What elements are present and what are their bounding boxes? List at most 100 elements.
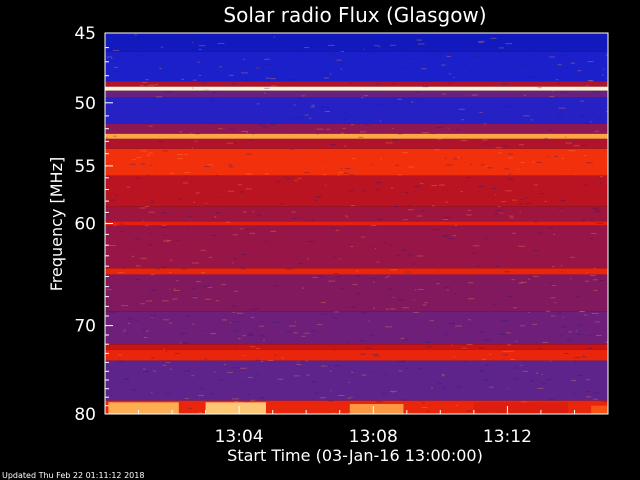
texture-speck [478, 40, 485, 42]
texture-speck [560, 200, 566, 201]
texture-speck [241, 268, 246, 270]
texture-speck [591, 207, 598, 209]
texture-speck [570, 256, 575, 258]
texture-speck [458, 108, 465, 110]
texture-speck [137, 37, 143, 39]
texture-speck [508, 173, 511, 175]
texture-speck [198, 45, 206, 47]
texture-speck [573, 393, 576, 395]
texture-speck [552, 90, 554, 92]
texture-speck [301, 287, 305, 289]
texture-speck [447, 127, 449, 129]
texture-speck [163, 348, 165, 350]
texture-speck [400, 191, 402, 193]
texture-speck [507, 388, 509, 390]
texture-speck [407, 209, 414, 211]
texture-speck [520, 364, 523, 366]
texture-speck [402, 360, 406, 362]
texture-speck [297, 50, 305, 52]
frequency-band [105, 175, 608, 207]
texture-speck [437, 383, 443, 385]
texture-speck [151, 315, 157, 317]
texture-speck [246, 153, 252, 155]
texture-speck [414, 186, 421, 188]
texture-speck [263, 340, 265, 342]
texture-speck [244, 80, 251, 82]
texture-speck [562, 316, 565, 318]
texture-speck [296, 363, 302, 365]
texture-speck [187, 407, 192, 409]
texture-speck [148, 152, 153, 154]
texture-speck [264, 64, 271, 66]
texture-speck [574, 361, 577, 363]
texture-speck [554, 155, 558, 157]
texture-speck [422, 86, 429, 88]
texture-speck [398, 133, 403, 135]
texture-speck [374, 248, 377, 250]
texture-speck [402, 152, 409, 154]
texture-speck [260, 361, 264, 362]
texture-speck [474, 43, 478, 44]
texture-speck [299, 263, 303, 265]
texture-speck [406, 271, 411, 273]
texture-speck [147, 228, 150, 230]
texture-speck [356, 293, 361, 295]
texture-speck [277, 378, 284, 380]
texture-speck [250, 316, 255, 318]
x-tick-label: 13:04 [215, 427, 264, 447]
texture-speck [455, 325, 462, 327]
texture-speck [352, 283, 358, 285]
texture-speck [575, 330, 578, 332]
texture-speck [470, 163, 472, 165]
texture-speck [373, 281, 375, 283]
texture-speck [390, 244, 394, 246]
texture-speck [356, 305, 358, 307]
texture-speck [124, 329, 126, 331]
texture-speck [151, 201, 154, 203]
texture-speck [306, 374, 310, 376]
frequency-band [105, 360, 608, 401]
texture-speck [217, 379, 224, 381]
texture-speck [484, 379, 489, 381]
texture-speck [512, 199, 517, 201]
texture-speck [259, 397, 265, 399]
texture-speck [149, 233, 154, 234]
texture-speck [232, 311, 236, 313]
x-tick-label: 13:08 [349, 427, 398, 447]
texture-speck [406, 367, 410, 369]
frequency-band [105, 97, 608, 124]
texture-speck [350, 396, 353, 398]
frequency-band [105, 123, 608, 134]
texture-speck [446, 189, 448, 191]
frequency-band [105, 33, 608, 52]
texture-speck [345, 168, 351, 170]
texture-speck [360, 131, 367, 133]
texture-speck [192, 287, 196, 289]
texture-speck [439, 184, 445, 186]
texture-speck [161, 300, 169, 302]
texture-speck [235, 142, 237, 144]
texture-speck [344, 118, 347, 120]
texture-speck [299, 217, 302, 219]
texture-speck [147, 84, 155, 86]
texture-speck [118, 357, 120, 359]
texture-speck [198, 74, 202, 76]
texture-speck [426, 39, 432, 41]
texture-speck [460, 348, 467, 350]
texture-speck [467, 298, 475, 300]
texture-speck [198, 49, 202, 50]
texture-speck [463, 162, 465, 164]
texture-speck [323, 174, 326, 176]
texture-speck [433, 229, 441, 230]
texture-speck [587, 61, 594, 63]
texture-speck [498, 152, 503, 154]
texture-speck [217, 196, 220, 198]
texture-speck [542, 231, 545, 233]
texture-speck [570, 278, 572, 280]
texture-speck [466, 344, 473, 345]
texture-speck [176, 158, 183, 160]
texture-speck [550, 360, 552, 362]
texture-speck [416, 39, 422, 41]
texture-speck [436, 138, 443, 140]
texture-speck [293, 104, 296, 106]
